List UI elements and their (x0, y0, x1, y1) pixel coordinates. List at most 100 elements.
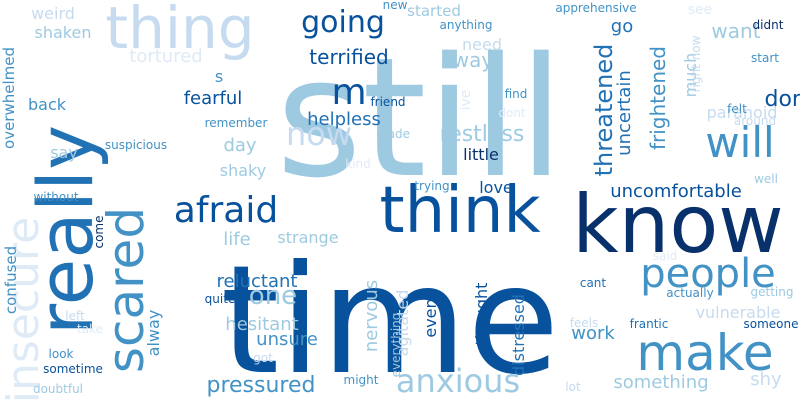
word-now: now (286, 115, 352, 153)
word-confused: confused (2, 246, 20, 314)
word-nervous: nervous (361, 280, 382, 352)
word-thought: thought (472, 283, 491, 346)
word-restless: restless (440, 122, 525, 147)
word-pressured: pressured (207, 373, 316, 398)
word-come: come (92, 215, 106, 248)
word-start: start (751, 51, 779, 65)
word-reluctant: reluctant (217, 271, 298, 292)
word-really: really (21, 125, 110, 335)
word-anything: anything (440, 18, 493, 32)
word-tortured: tortured (129, 46, 202, 67)
word-alway: alway (144, 310, 163, 357)
word-lot: lot (565, 380, 581, 394)
word-terrified: terrified (309, 45, 388, 69)
word-uncertain: uncertain (614, 70, 635, 156)
word-right-now: right now (689, 35, 703, 92)
word-day: day (223, 135, 256, 156)
word-threatened: threatened (590, 44, 618, 177)
word-know: know (572, 178, 783, 271)
word-m: m (331, 72, 366, 113)
word-apprehensive: apprehensive (555, 1, 636, 15)
word-find: find (505, 87, 528, 101)
word-quite: quite (205, 292, 236, 306)
word-agitated: agitated (393, 290, 412, 357)
word-feels: feels (570, 316, 599, 330)
word-one: one (249, 281, 297, 311)
word-weird: weird (31, 4, 75, 23)
word-shaky: shaky (220, 161, 266, 180)
word-uncomfortable: uncomfortable (610, 181, 742, 202)
word-doubtful: doubtful (33, 382, 83, 396)
word-don-t: don t (765, 87, 800, 112)
word-hesitant: hesitant (225, 314, 298, 335)
word-paranoid: paranoid (707, 103, 778, 122)
word-frantic: frantic (630, 317, 669, 331)
word-s: s (215, 67, 223, 86)
word-unsure: unsure (256, 329, 318, 350)
word-remember: remember (205, 116, 268, 130)
word-left: left (65, 309, 85, 323)
word-helpless: helpless (307, 109, 381, 130)
word-want: want (711, 19, 760, 43)
word-little: little (463, 145, 499, 164)
word-said: said (653, 249, 678, 263)
word-overwhelmed: overwhelmed (0, 47, 18, 149)
word-trying: trying (414, 179, 449, 193)
word-got: got (253, 351, 273, 365)
word-kind: kind (345, 157, 371, 171)
word-ive: ive (458, 90, 474, 111)
word-around: around (734, 114, 776, 128)
word-look: look (49, 347, 74, 361)
word-might: might (344, 373, 379, 387)
word-someone: someone (744, 317, 799, 331)
word-started: started (407, 2, 461, 20)
word-life: life (223, 229, 250, 250)
word-insecure: insecure (0, 217, 49, 400)
word-something: something (613, 372, 708, 393)
word-vulnerable: vulnerable (696, 303, 781, 322)
word-made: made (376, 127, 410, 141)
word-will: will (705, 118, 774, 167)
word-thing: thing (105, 0, 254, 62)
word-work: work (571, 323, 615, 344)
word-cant: cant (580, 276, 607, 290)
word-back: back (28, 95, 67, 114)
word-shaken: shaken (35, 23, 92, 42)
word-distressed: distressed (509, 294, 528, 376)
word-way: way (453, 48, 494, 72)
word-much: much (681, 53, 700, 98)
word-love: love (479, 178, 513, 197)
word-strange: strange (277, 228, 338, 247)
word-frightened: frightened (646, 46, 670, 150)
word-still: still (276, 22, 564, 214)
word-say: say (50, 143, 78, 162)
word-time: time (221, 234, 560, 400)
word-go: go (611, 16, 633, 37)
word-take: take (77, 322, 103, 336)
word-shy: shy (750, 369, 782, 390)
word-new: new (383, 0, 408, 12)
word-going: going (301, 5, 385, 40)
word-everything: everything (389, 313, 403, 378)
word-friend: friend (370, 95, 405, 109)
word-suspicious: suspicious (105, 138, 167, 152)
word-need: need (462, 35, 502, 54)
word-think: think (379, 174, 540, 248)
word-even: even (421, 298, 440, 337)
word-scared: scared (97, 207, 155, 373)
word-felt: felt (727, 102, 747, 116)
word-sometime: sometime (43, 362, 103, 376)
word-see: see (688, 2, 713, 18)
word-people: people (640, 251, 776, 297)
word-without: without (33, 190, 78, 204)
word-actually: actually (666, 286, 713, 300)
word-fearful: fearful (184, 88, 243, 109)
word-dont: dont (498, 106, 526, 120)
word-afraid: afraid (174, 190, 278, 231)
word-didnt: didnt (753, 18, 784, 32)
word-well: well (754, 172, 778, 186)
word-anxious: anxious (396, 362, 520, 400)
word-getting: getting (751, 285, 794, 299)
